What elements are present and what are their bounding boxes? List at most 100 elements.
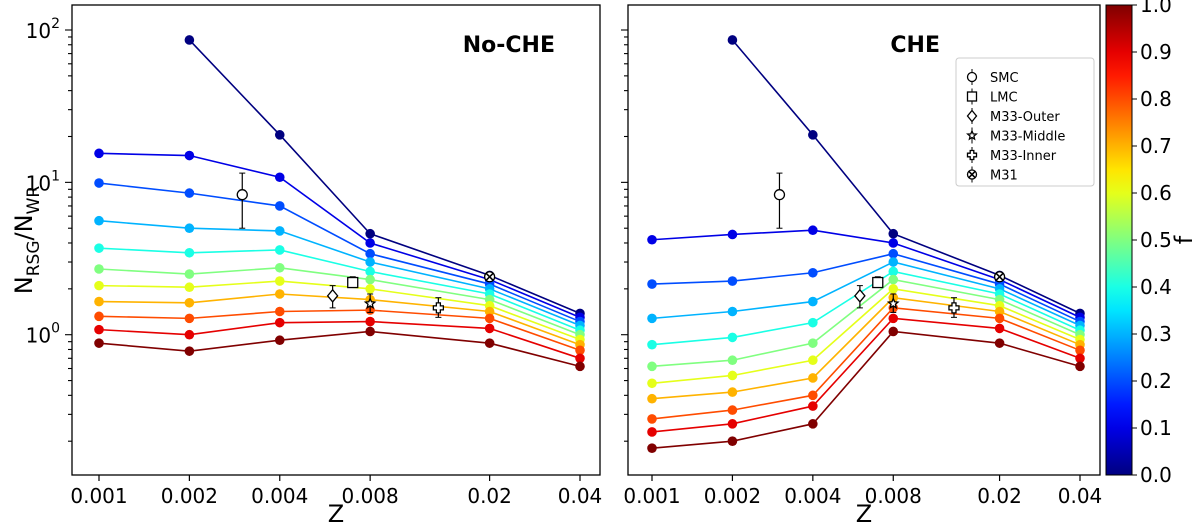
data-point-no-che-10-0	[94, 338, 104, 348]
data-point-che-4-0	[647, 339, 657, 350]
data-point-no-che-9-0	[94, 324, 104, 335]
panel-che-y-ticks	[621, 29, 628, 442]
data-point-no-che-2-3	[365, 248, 375, 259]
data-point-che-3-1	[727, 306, 738, 317]
colorbar-tick-label-1: 0.1	[1140, 416, 1172, 440]
y-axis-label: NRSG/NWR	[10, 186, 44, 295]
data-point-che-10-0	[647, 443, 657, 453]
data-point-che-10-5	[1075, 361, 1085, 372]
data-point-no-che-3-1	[184, 223, 195, 234]
data-point-no-che-1-2	[274, 172, 285, 183]
legend-item-m31: M31	[966, 166, 1018, 184]
data-point-no-che-9-3	[365, 316, 375, 327]
data-point-che-4-3	[888, 266, 899, 277]
observation-m33-outer-che	[854, 285, 866, 309]
colorbar-tick-label-2: 0.2	[1140, 369, 1172, 393]
data-point-che-6-0	[647, 378, 657, 389]
x-tick-label-no-che-3: 0.008	[342, 484, 399, 508]
colorbar-tick-label-7: 0.7	[1140, 134, 1172, 158]
data-point-che-2-3	[888, 248, 899, 259]
y-tick-label-0: 100	[26, 321, 60, 348]
legend-label-m31: M31	[990, 169, 1018, 184]
series-line-che-7	[651, 296, 1081, 400]
observation-m33-inner-che	[948, 297, 960, 318]
legend-item-m33-inner: M33-Inner	[966, 147, 1057, 164]
panel-che-series	[647, 35, 1085, 453]
data-point-no-che-8-2	[274, 306, 285, 317]
data-point-no-che-3-2	[274, 226, 285, 236]
panel-no-che: No-CHE 0.001 0.002 0.004 0.008 0.02 0.04 1001…	[10, 4, 602, 526]
observation-m33-inner-no-che	[432, 297, 445, 318]
observation-smc-no-che	[236, 172, 248, 229]
series-line-che-3	[651, 261, 1081, 327]
legend-label-m33-outer: M33-Outer	[990, 110, 1060, 125]
data-point-che-9-2	[808, 401, 818, 411]
y-axis-label-main: N	[10, 276, 38, 294]
data-point-no-che-2-1	[184, 188, 195, 198]
series-line-che-4	[651, 270, 1081, 346]
legend-label-m33-middle: M33-Middle	[990, 130, 1065, 145]
series-line-che-8	[651, 307, 1081, 420]
data-point-che-4-1	[727, 332, 738, 343]
y-axis-label-sep: /N	[10, 214, 38, 240]
legend-item-lmc: LMC	[966, 88, 1018, 106]
data-point-no-che-6-2	[274, 276, 285, 286]
data-point-che-1-1	[727, 229, 738, 240]
series-line-no-che-1	[98, 152, 581, 319]
data-point-che-1-2	[808, 225, 818, 236]
legend-label-m33-inner: M33-Inner	[990, 149, 1057, 164]
panel-no-che-label: No-CHE	[463, 33, 555, 58]
observation-m31-no-che	[483, 271, 496, 283]
data-point-no-che-9-5	[575, 353, 585, 364]
observation-lmc-no-che	[347, 276, 359, 289]
data-point-no-che-0-2	[365, 228, 375, 239]
marker-diamond	[966, 109, 978, 123]
x-tick-label-no-che-1: 0.002	[161, 484, 218, 508]
data-point-no-che-1-1	[184, 150, 195, 161]
data-point-no-che-10-1	[184, 346, 195, 356]
x-axis-label-right: Z	[856, 500, 872, 526]
observation-lmc-che	[872, 276, 884, 289]
marker-cross-stroke	[995, 272, 1004, 281]
data-point-no-che-6-1	[184, 282, 195, 293]
data-point-che-9-4	[994, 323, 1005, 334]
series-line-no-che-2	[98, 182, 581, 323]
y-tick-label-exp: 2	[51, 16, 60, 32]
panel-no-che-x-ticks: 0.001 0.002 0.004 0.008 0.02 0.04	[70, 475, 602, 508]
x-tick-label-che-1: 0.002	[704, 484, 761, 508]
data-point-che-6-3	[888, 284, 899, 294]
series-line-che-2	[651, 252, 1081, 323]
legend-box	[955, 57, 1095, 187]
data-point-no-che-4-2	[274, 245, 285, 255]
colorbar-tick-label-9: 0.9	[1140, 40, 1172, 64]
data-point-no-che-4-0	[94, 243, 104, 253]
data-point-che-5-2	[808, 338, 818, 348]
series-line-che-9	[651, 317, 1081, 433]
series-line-che-10	[651, 330, 1081, 449]
marker-cross-stroke	[968, 170, 976, 179]
data-point-no-che-4-1	[184, 247, 195, 258]
panel-no-che-observations	[236, 172, 496, 318]
series-line-no-che-4	[98, 247, 581, 331]
series-line-no-che-0	[188, 39, 581, 315]
observation-m33-middle-no-che	[363, 293, 377, 313]
colorbar-ticks: 0.0 0.1 0.2 0.3 0.4 0.5 0.6 0.7 0.8 0.9 1.0	[1132, 0, 1172, 487]
data-point-no-che-9-1	[184, 329, 195, 340]
data-point-che-5-0	[647, 361, 657, 372]
panel-che: CHE 0.001 0.002 0.004 0.008 0.02 0.04 Z	[621, 4, 1102, 526]
legend-item-m33-outer: M33-Outer	[966, 108, 1060, 125]
series-line-che-1	[651, 229, 1081, 319]
data-point-che-1-3	[888, 238, 899, 248]
data-point-no-che-0-0	[184, 35, 195, 45]
data-point-che-8-4	[994, 313, 1005, 324]
data-point-che-10-2	[808, 419, 818, 429]
data-point-no-che-10-3	[365, 326, 375, 337]
data-point-che-3-0	[647, 313, 657, 324]
marker-star	[966, 129, 978, 141]
panel-che-x-ticks: 0.001 0.002 0.004 0.008 0.02 0.04	[623, 475, 1102, 508]
y-tick-label-exp: 0	[51, 321, 60, 337]
legend: SMC LMC M33-Outer M33-Middle M33-Inner M31	[955, 57, 1095, 187]
data-point-no-che-1-0	[94, 148, 104, 159]
marker-plus	[948, 302, 960, 314]
data-point-no-che-0-1	[274, 130, 285, 140]
